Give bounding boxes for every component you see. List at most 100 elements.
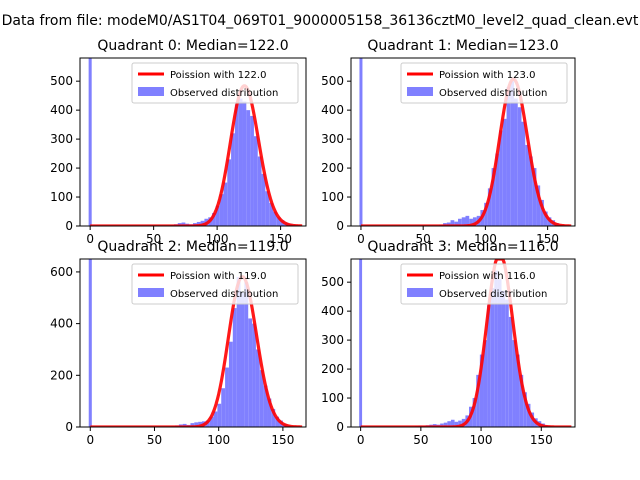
quadrant-1-histogram-bar [528, 156, 533, 226]
quadrant-3-histogram-bar [519, 374, 524, 427]
quadrant-0-xtick-label: 150 [269, 232, 292, 246]
quadrant-1-histogram-bar [521, 121, 526, 226]
quadrant-3-title: Quadrant 3: Median=116.0 [367, 239, 558, 255]
quadrant-2-ytick-label: 400 [50, 317, 73, 331]
quadrant-3-histogram-bar [505, 299, 509, 427]
quadrant-3-histogram-bar [494, 270, 498, 427]
quadrant-0-histogram-bar [196, 221, 201, 226]
quadrant-0-histogram-bar [265, 191, 270, 226]
quadrant-3-histogram-bar [526, 403, 531, 427]
quadrant-1-histogram-bar [543, 211, 548, 226]
quadrant-3-legend-box [400, 263, 568, 305]
quadrant-3-chart: 0 50 100 150 0 100 200 300 400 500 Quadrant 3: Med… [321, 239, 576, 447]
quadrant-0-title: Quadrant 0: Median=122.0 [97, 38, 288, 54]
quadrant-1-histogram-bar [472, 217, 477, 226]
quadrant-0-ytick-label: 300 [50, 132, 73, 146]
quadrant-0-histogram-bar [269, 202, 273, 226]
quadrant-0-chart: 0 50 100 150 0 100 200 300 400 500 Quadrant 0: Med… [50, 38, 307, 246]
quadrant-0-legend-box [131, 62, 299, 104]
quadrant-3-histogram-bar [476, 374, 480, 427]
quadrant-2-histogram-bar [236, 277, 241, 427]
quadrant-0-histogram-bar [238, 98, 243, 226]
quadrant-1-ytick-label: 500 [321, 74, 344, 88]
quadrant-0-xtick-label: 100 [206, 232, 229, 246]
quadrant-1-histogram-bar [510, 81, 515, 226]
quadrant-0-legend-observed-label: Observed distribution [170, 88, 278, 99]
quadrant-1-legend-observed-swatch [407, 87, 433, 96]
quadrant-0-histogram-bar [234, 104, 239, 226]
quadrant-3-legend-observed-swatch [407, 288, 433, 297]
quadrant-1-legend-observed-label: Observed distribution [439, 88, 547, 99]
quadrant-1-histogram-bar [487, 188, 492, 226]
quadrant-2-legend-poisson-label: Poission with 119.0 [170, 271, 266, 282]
quadrant-0-histogram-bar [272, 211, 277, 226]
quadrant-2-xtick-label: 0 [86, 433, 94, 447]
quadrant-1-histogram-bar [532, 168, 537, 226]
figure-suptitle: Data from file: modeM0/AS1T04_069T01_900… [2, 13, 639, 29]
quadrant-1-ytick-label: 0 [336, 219, 344, 233]
quadrant-1-title: Quadrant 1: Median=123.0 [367, 38, 558, 54]
quadrant-0-ytick-label: 100 [50, 190, 73, 204]
quadrant-2-histogram-bar [190, 423, 195, 427]
quadrant-1-xtick-label: 50 [416, 232, 431, 246]
quadrant-1-zero-bin-bar [359, 58, 363, 226]
quadrant-3-histogram-bar [450, 419, 455, 427]
quadrant-3-histogram-bar [515, 354, 520, 427]
quadrant-0-xtick-label: 50 [146, 232, 161, 246]
quadrant-3-histogram-bar [508, 316, 513, 427]
quadrant-1-histogram-bar [499, 130, 503, 226]
quadrant-2-histogram-bar [228, 341, 233, 427]
quadrant-2-xtick-label: 100 [207, 433, 230, 447]
quadrant-1-histogram-bar [540, 199, 544, 226]
quadrant-1-histogram-bar [484, 202, 488, 226]
quadrant-0-legend-poisson-label: Poission with 122.0 [170, 70, 266, 81]
quadrant-1-histogram-bar [465, 215, 470, 226]
quadrant-3-legend-observed-label: Observed distribution [439, 289, 547, 300]
quadrant-3-histogram-bar [490, 287, 495, 427]
quadrant-3-xtick-label: 150 [530, 433, 553, 447]
quadrant-0-histogram-bar [227, 159, 232, 226]
quadrant-2-ytick-label: 0 [65, 420, 73, 434]
quadrant-2-legend-box [131, 263, 299, 305]
quadrant-2-xtick-label: 50 [147, 433, 162, 447]
quadrant-0-histogram-bar [223, 182, 228, 226]
quadrant-2-histogram-bar [259, 370, 264, 427]
quadrant-2-axes-frame [79, 258, 307, 428]
quadrant-0-histogram-bar [242, 101, 247, 226]
quadrant-0-ytick-label: 500 [50, 74, 73, 88]
quadrant-1-legend-box [400, 62, 568, 104]
quadrant-0-ytick-label: 400 [50, 103, 73, 117]
quadrant-3-ytick-label: 0 [336, 420, 344, 434]
quadrant-2-chart: 0 50 100 150 0 200 400 600 Quadrant 2: Median=11… [50, 239, 307, 447]
quadrant-2-histogram-bar [244, 282, 249, 427]
quadrant-0-histogram-bar [261, 173, 266, 226]
quadrant-1-histogram-bar [446, 222, 451, 226]
quadrant-1-xtick-label: 100 [474, 232, 497, 246]
quadrant-3-histogram-bar [440, 423, 444, 427]
quadrant-2-histogram-bar [248, 318, 253, 427]
quadrant-3-xtick-label: 50 [413, 433, 428, 447]
quadrant-1-histogram-bar [450, 220, 455, 226]
quadrant-1-histogram-bar [461, 217, 466, 226]
quadrant-3-xtick-label: 0 [357, 433, 365, 447]
quadrant-1-histogram-bar [506, 86, 511, 226]
quadrant-0-histogram-bar [250, 115, 254, 226]
quadrant-3-histogram-bar [443, 422, 448, 427]
quadrant-3-histogram-bar [472, 398, 477, 427]
quadrant-2-legend-observed-label: Observed distribution [170, 289, 278, 300]
quadrant-2-histogram-bar [209, 416, 214, 427]
quadrant-2-histogram-bar [232, 308, 237, 427]
quadrant-1-legend: Poission with 123.0 Observed distribution [400, 62, 568, 104]
quadrant-1-histogram-bar [502, 118, 507, 226]
quadrant-0-histogram-bar [181, 222, 186, 226]
quadrant-0-zero-bin-bar [88, 58, 92, 226]
quadrant-1-histogram-bar [491, 168, 496, 226]
quadrant-3-zero-bin-bar [359, 259, 363, 427]
quadrant-1-histogram-bar [517, 107, 522, 226]
quadrant-3-axes-frame [350, 258, 576, 428]
quadrant-1-histogram-bar [525, 144, 529, 226]
quadrant-1-chart: 0 50 100 150 0 100 200 300 400 500 Quadrant 1: Med… [321, 38, 576, 246]
quadrant-1-histogram-bar [469, 218, 473, 226]
quadrant-2-histogram-bar [213, 411, 218, 427]
quadrant-3-ytick-label: 500 [321, 275, 344, 289]
